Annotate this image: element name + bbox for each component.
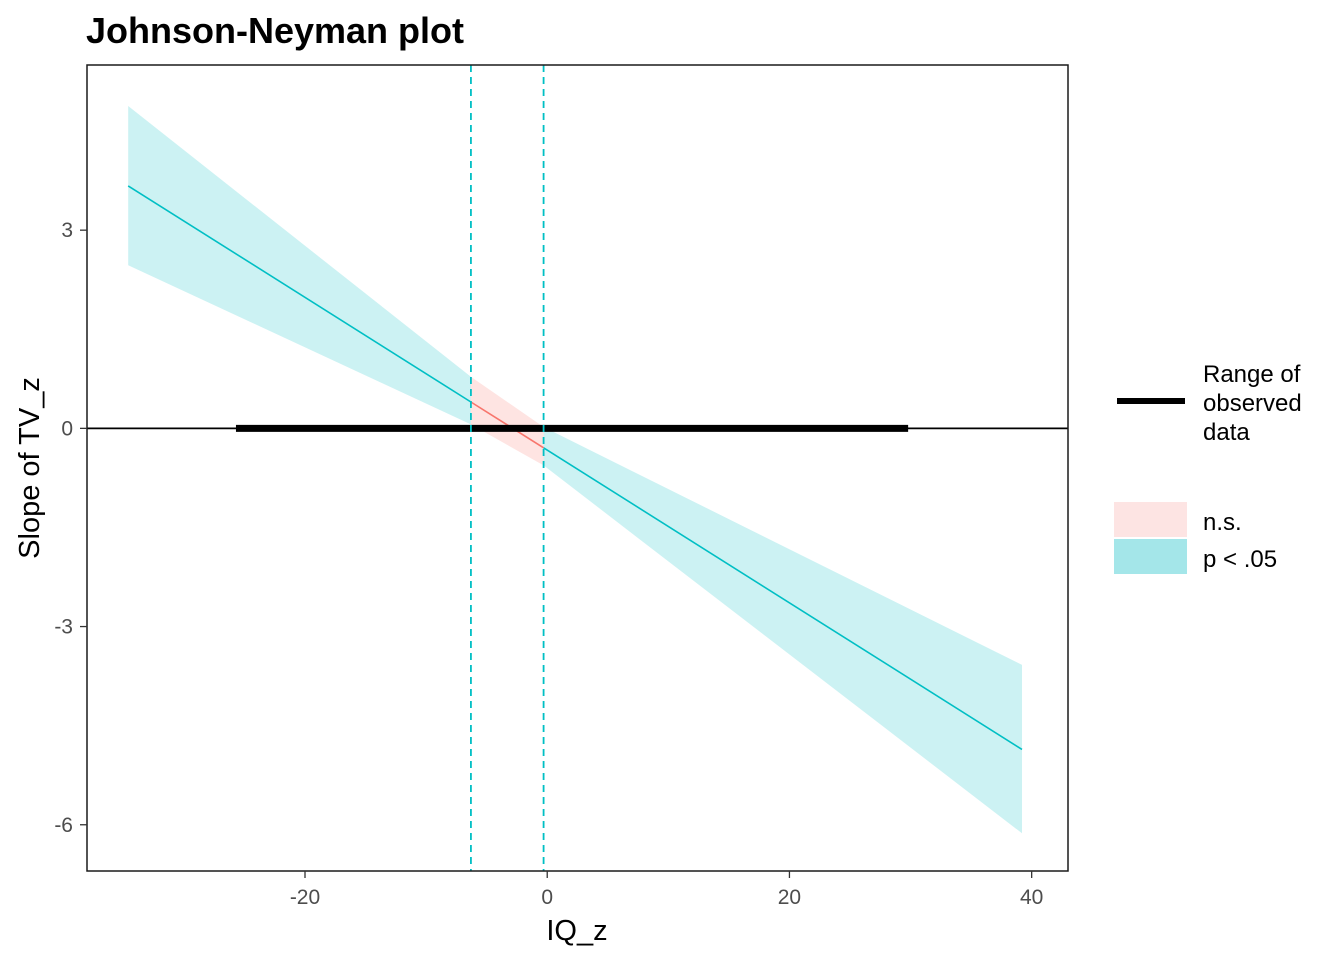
plot-panel-border: [86, 64, 1069, 872]
legend-ns-key: [1114, 502, 1187, 537]
y-tick-label: 3: [61, 219, 73, 242]
legend: Range of observed data n.s. p < .05: [1114, 361, 1308, 574]
plot-area: [87, 65, 1068, 871]
y-axis-title: Slope of TV_z: [14, 377, 46, 559]
x-tick-label: -20: [290, 886, 320, 909]
slope-line-sig-2: [543, 447, 1023, 751]
y-tick-label: 0: [61, 417, 73, 440]
confidence-band-sig-2: [543, 427, 1022, 834]
legend-range-label: Range of observed data: [1203, 361, 1308, 446]
x-axis: -20 0 20 40: [290, 871, 1043, 909]
x-tick-label: 20: [778, 886, 801, 909]
confidence-band-sig-0: [128, 106, 471, 425]
y-tick-label: -3: [54, 616, 73, 639]
legend-sig-label: p < .05: [1203, 546, 1277, 573]
slope-line-sig-0: [127, 185, 472, 403]
x-tick-label: 40: [1020, 886, 1043, 909]
y-tick-label: -6: [54, 814, 73, 837]
y-axis: 3 0 -3 -6: [54, 219, 87, 837]
legend-range-line-3: data: [1203, 419, 1250, 446]
legend-sig-key: [1114, 539, 1187, 574]
legend-range-line-2: observed: [1203, 390, 1302, 417]
legend-ns-label: n.s.: [1203, 509, 1242, 536]
x-tick-label: 0: [541, 886, 553, 909]
legend-range-line-1: Range of: [1203, 361, 1301, 388]
chart-title: Johnson-Neyman plot: [86, 10, 464, 51]
confidence-band-ns-1: [470, 376, 544, 466]
x-axis-title: IQ_z: [546, 915, 607, 947]
